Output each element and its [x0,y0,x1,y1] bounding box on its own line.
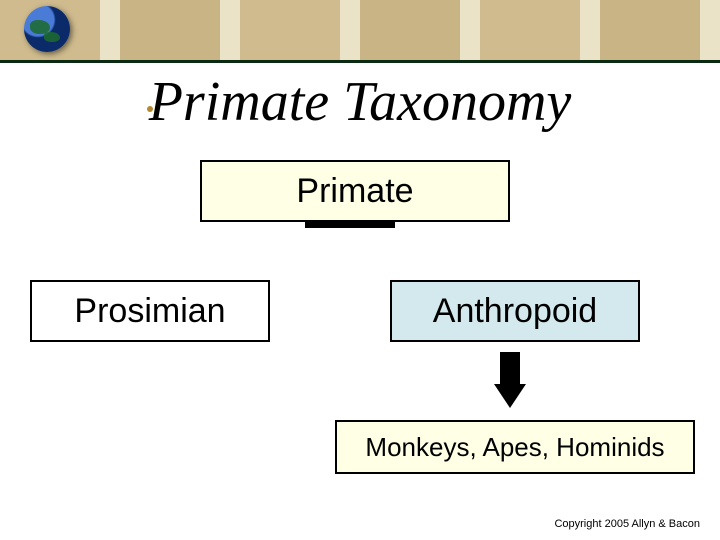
slide: Primate Taxonomy Primate Prosimian Anthr… [0,0,720,540]
box-monkeys-apes-hominids: Monkeys, Apes, Hominids [335,420,695,474]
box-monkeys-label: Monkeys, Apes, Hominids [365,432,664,463]
copyright-text: Copyright 2005 Allyn & Bacon [554,518,700,530]
